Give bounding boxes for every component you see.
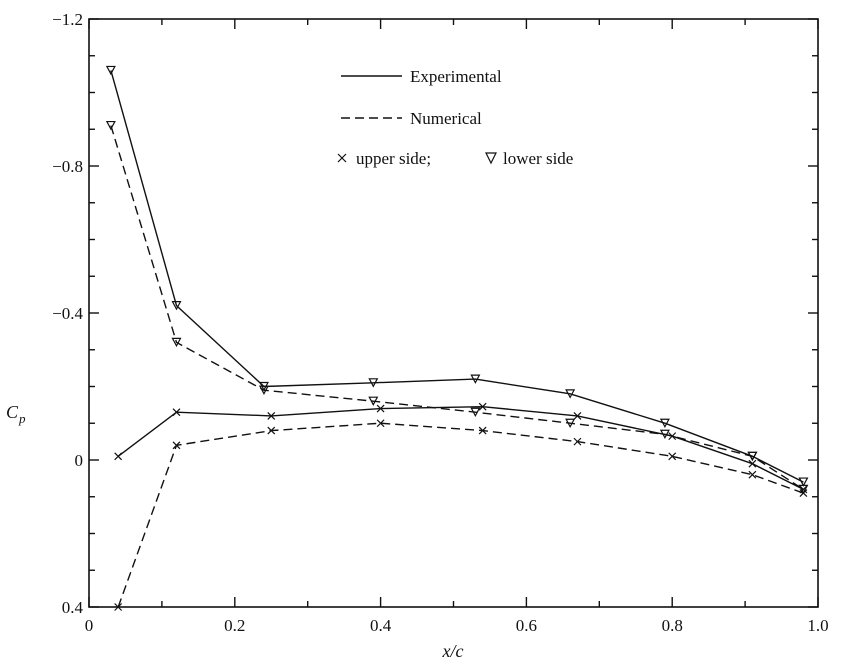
cross-marker — [573, 437, 582, 446]
y-tick-label: −0.4 — [52, 304, 83, 323]
data-series — [105, 65, 809, 611]
triangle-marker — [747, 451, 758, 462]
axis-ticks — [88, 18, 819, 608]
series-3 — [114, 419, 808, 611]
triangle-marker — [470, 407, 481, 417]
triangle-marker — [470, 374, 481, 384]
cross-marker — [114, 603, 123, 611]
triangle-marker — [798, 477, 809, 487]
series-1 — [105, 120, 809, 495]
x-tick-label: 0.8 — [662, 616, 683, 635]
cross-marker — [748, 470, 757, 479]
legend-numerical-label: Numerical — [410, 109, 482, 128]
series-line — [117, 422, 804, 608]
triangle-marker — [368, 378, 379, 388]
triangle-marker — [105, 65, 116, 76]
triangle-marker — [105, 120, 116, 131]
legend-triangle-marker — [485, 152, 497, 165]
cross-marker — [376, 404, 385, 413]
cross-marker — [172, 408, 181, 417]
triangle-marker — [171, 337, 182, 348]
cross-marker — [114, 452, 123, 461]
cross-marker — [478, 426, 487, 435]
triangle-marker — [171, 301, 182, 311]
y-tick-label: 0.4 — [62, 598, 84, 617]
cross-marker — [668, 432, 677, 441]
cross-marker — [478, 402, 487, 411]
triangle-marker — [258, 385, 269, 395]
legend: Experimental Numerical upper side; lower… — [337, 67, 573, 168]
series-2 — [114, 402, 808, 494]
cross-marker — [799, 489, 808, 497]
y-tick-label: −1.2 — [52, 10, 83, 29]
series-line — [110, 70, 804, 483]
legend-upper-label: upper side; — [356, 149, 431, 168]
triangle-marker — [659, 418, 670, 429]
legend-experimental-label: Experimental — [410, 67, 502, 86]
legend-cross-marker — [337, 153, 347, 163]
y-axis-title-subscript: p — [18, 411, 26, 426]
triangle-marker — [565, 389, 576, 399]
triangle-marker — [565, 418, 576, 429]
cross-marker — [748, 459, 757, 468]
x-tick-label: 1.0 — [807, 616, 828, 635]
x-tick-label: 0 — [85, 616, 94, 635]
series-line — [117, 405, 804, 491]
series-line — [110, 125, 804, 490]
x-tick-label: 0.2 — [224, 616, 245, 635]
x-axis-title: x/c — [442, 641, 464, 661]
y-tick-label: −0.8 — [52, 157, 83, 176]
cross-marker — [376, 419, 385, 428]
cross-marker — [668, 452, 677, 461]
y-tick-label: 0 — [75, 451, 84, 470]
cross-marker — [573, 411, 582, 420]
cross-marker — [267, 411, 276, 420]
axis-tick-labels: 0 0.2 0.4 0.6 0.8 1.0−1.2−0.8−0.400.4 — [52, 10, 828, 635]
series-0 — [105, 65, 809, 487]
x-tick-label: 0.6 — [516, 616, 537, 635]
y-axis-title-main: C — [6, 402, 19, 422]
cross-marker — [267, 426, 276, 435]
legend-lower-label: lower side — [503, 149, 573, 168]
cross-marker — [172, 441, 181, 450]
plot-frame — [88, 18, 819, 608]
x-tick-label: 0.4 — [370, 616, 392, 635]
triangle-marker — [368, 396, 379, 406]
y-axis-title: C p — [6, 402, 26, 426]
